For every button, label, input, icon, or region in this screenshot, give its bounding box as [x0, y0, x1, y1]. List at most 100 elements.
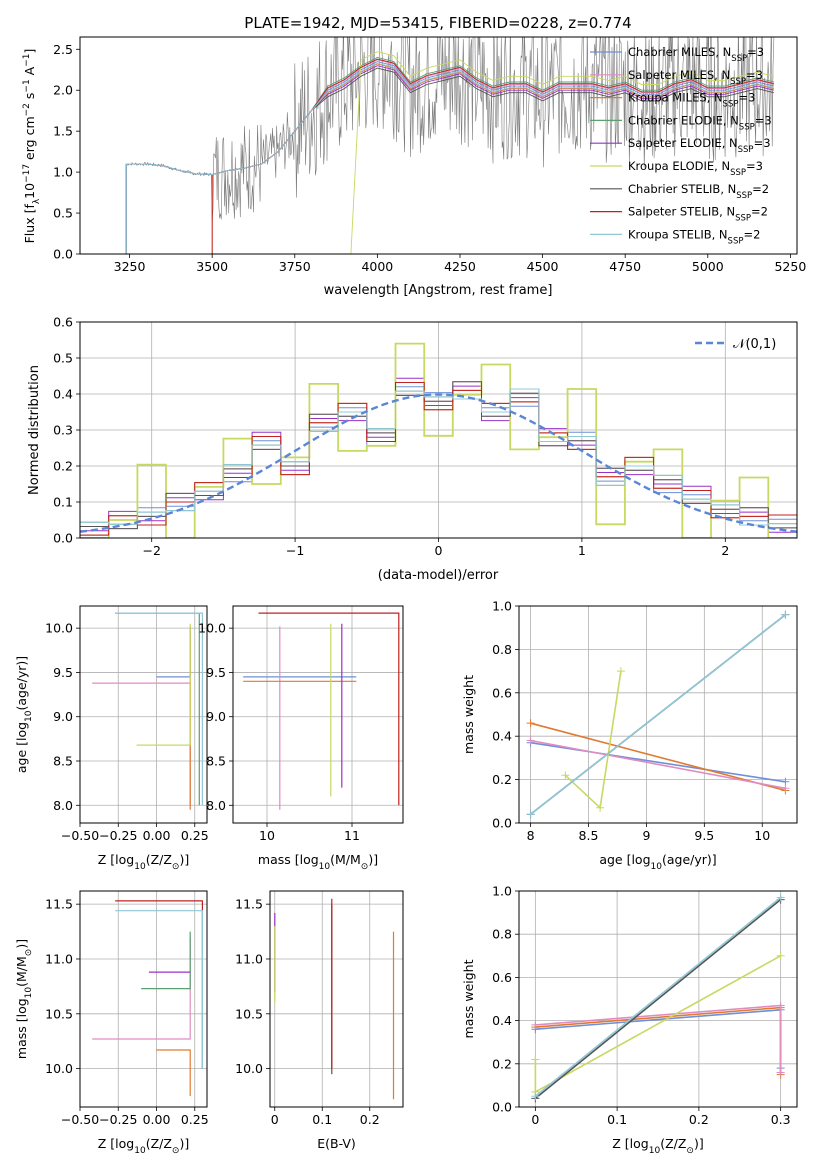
legend-label: Chabrier MILES, NSSP=3: [628, 45, 764, 64]
y-tick-label: 10.0: [235, 1061, 263, 1076]
y-tick-label: 9.0: [53, 709, 73, 724]
legend: Chabrier MILES, NSSP=3 Salpeter MILES, NS…: [590, 45, 772, 246]
legend-label: Kroupa STELIB, NSSP=2: [628, 227, 760, 246]
x-tick-label: 5250: [774, 259, 806, 274]
x-tick-label: −2: [142, 543, 160, 558]
x-axis-label: (data-model)/error: [378, 568, 499, 583]
y-tick-label: 0.6: [492, 685, 512, 700]
y-tick-label: 0.0: [53, 247, 73, 262]
y-tick-label: 10.5: [235, 1006, 263, 1021]
y-tick-label: 10.5: [45, 1006, 73, 1021]
x-axis-label: mass [log10(M/M⊙)]: [258, 852, 378, 872]
y-tick-label: 0.6: [492, 970, 512, 985]
x-tick-label: 8: [527, 828, 535, 843]
x-tick-label: 1: [578, 543, 586, 558]
x-tick-label: 0.25: [181, 1112, 209, 1127]
axes-frame: [79, 890, 208, 1108]
x-tick-label: 0.00: [143, 1112, 171, 1127]
series-line: [115, 910, 203, 1069]
x-tick-label: 0.1: [607, 1112, 627, 1127]
normal-curve: [80, 393, 797, 533]
y-tick-label: 8.0: [206, 798, 226, 813]
data-point: [596, 803, 605, 812]
model-spectrum: [350, 51, 775, 254]
y-tick-label: 11.5: [235, 897, 263, 912]
y-tick-label: 0.0: [53, 531, 73, 546]
x-tick-label: 0: [531, 1112, 539, 1127]
series-line: [534, 896, 782, 1097]
y-tick-label: 0.8: [492, 642, 512, 657]
x-axis-label: Z [log10(Z/Z⊙)]: [98, 1136, 189, 1156]
y-tick-label: 9.5: [206, 665, 226, 680]
x-axis-label: Z [log10(Z/Z⊙)]: [612, 1136, 703, 1156]
axes-frame: [79, 36, 798, 255]
y-axis-label: mass [log10(M/M⊙)]: [14, 939, 34, 1059]
y-tick-label: 9.0: [206, 709, 226, 724]
y-tick-label: 0.5: [53, 351, 73, 366]
data-point: [776, 951, 785, 960]
series-line: [535, 1008, 782, 1069]
data-point: [781, 610, 790, 619]
series-line: [535, 1004, 782, 1073]
axes-frame: [518, 605, 798, 824]
y-tick-label: 0.2: [53, 459, 73, 474]
chart-2: −0.50 −0.25 0.00 0.25 8.0 8.5 9.0 9.5 10.0: [45, 605, 209, 843]
x-tick-label: 3250: [114, 259, 146, 274]
y-axis-label: age [log10(age/yr)]: [14, 656, 34, 773]
x-axis-label: E(B-V): [317, 1136, 356, 1151]
series-line: [530, 739, 786, 790]
legend-label: Chabrier STELIB, NSSP=2: [628, 182, 769, 201]
series-line: [530, 614, 786, 815]
x-tick-label: −0.50: [61, 828, 99, 843]
observed-spectrum: [126, 37, 775, 222]
series-line: [530, 741, 786, 783]
data-point: [526, 810, 535, 819]
x-tick-label: 0: [271, 1112, 279, 1127]
x-axis-label: Z [log10(Z/Z⊙)]: [98, 852, 189, 872]
legend-label: Chabrier ELODIE, NSSP=3: [628, 113, 772, 132]
series-line: [141, 931, 191, 990]
y-axis-label: mass weight: [461, 959, 476, 1038]
data-point: [531, 1020, 540, 1029]
axes-frame: [79, 321, 798, 539]
y-tick-label: 0.4: [53, 387, 73, 402]
chart-4: 8 8.5 9 9.5 10 0.0 0.2 0.4 0.6 0.8 1.0: [492, 599, 798, 843]
x-tick-label: −1: [286, 543, 304, 558]
chart-5: −0.50 −0.25 0.00 0.25 10.0 10.5 11.0 11.5: [45, 890, 209, 1127]
series-line: [530, 722, 786, 792]
x-tick-label: 4500: [527, 259, 559, 274]
x-tick-label: 0.25: [181, 828, 209, 843]
x-tick-label: −0.25: [99, 1112, 137, 1127]
series-line: [136, 623, 191, 746]
axes-frame: [518, 890, 798, 1108]
chart-title: PLATE=1942, MJD=53415, FIBERID=0228, z=0…: [244, 14, 631, 32]
data-point: [776, 1001, 785, 1010]
x-tick-label: 3750: [279, 259, 311, 274]
y-axis-label: mass weight: [461, 675, 476, 754]
model-spectrum: [125, 62, 775, 254]
x-tick-label: 2: [721, 543, 729, 558]
y-axis-label: Normed distribution: [27, 365, 42, 495]
y-tick-label: 0.8: [492, 927, 512, 942]
x-tick-label: 4250: [444, 259, 476, 274]
series-line: [115, 612, 203, 806]
legend-label: Kroupa ELODIE, NSSP=3: [628, 159, 763, 178]
histogram-step: [80, 382, 797, 536]
chart-7: 0 0.1 0.2 0.3 0.0 0.2 0.4 0.6 0.8 1.0: [492, 884, 798, 1127]
legend-label: Kroupa MILES, NSSP=3: [628, 91, 755, 110]
data-point: [776, 893, 785, 902]
x-tick-label: 9.5: [694, 828, 714, 843]
series-line: [115, 900, 203, 1069]
y-tick-label: 10.0: [198, 621, 226, 636]
legend-label: Salpeter ELODIE, NSSP=3: [628, 136, 771, 155]
y-tick-label: 0.2: [492, 772, 512, 787]
y-tick-label: 1.0: [492, 884, 512, 899]
y-tick-label: 0.4: [492, 1013, 512, 1028]
y-tick-label: 0.0: [492, 816, 512, 831]
y-tick-label: 0.0: [492, 1100, 512, 1115]
data-point: [616, 667, 625, 676]
data-point: [531, 1092, 540, 1101]
x-tick-label: 4750: [609, 259, 641, 274]
y-tick-label: 0.4: [492, 729, 512, 744]
